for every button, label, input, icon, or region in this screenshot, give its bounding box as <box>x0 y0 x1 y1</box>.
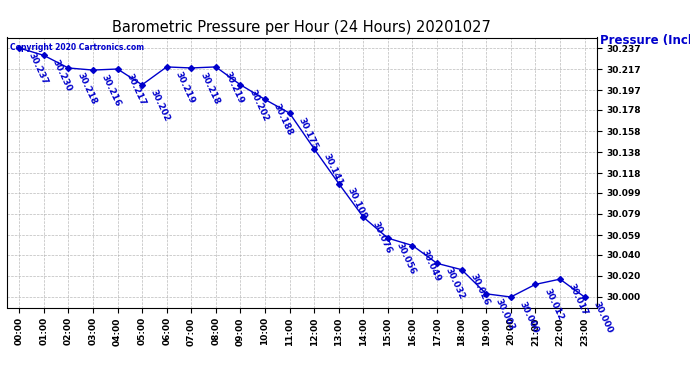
Text: Copyright 2020 Cartronics.com: Copyright 2020 Cartronics.com <box>10 43 144 52</box>
Title: Barometric Pressure per Hour (24 Hours) 20201027: Barometric Pressure per Hour (24 Hours) … <box>112 20 491 35</box>
Text: Pressure (Inches/Hg): Pressure (Inches/Hg) <box>600 34 690 47</box>
Text: 30.218: 30.218 <box>198 71 221 106</box>
Text: 30.188: 30.188 <box>272 102 295 137</box>
Text: 30.217: 30.217 <box>124 72 147 107</box>
Text: 30.049: 30.049 <box>420 248 442 284</box>
Text: 30.056: 30.056 <box>395 241 417 276</box>
Text: 30.000: 30.000 <box>591 300 614 334</box>
Text: 30.219: 30.219 <box>223 70 246 105</box>
Text: 30.219: 30.219 <box>174 70 197 105</box>
Text: 30.230: 30.230 <box>51 58 73 93</box>
Text: 30.108: 30.108 <box>346 186 368 221</box>
Text: 30.202: 30.202 <box>248 87 270 123</box>
Text: 30.141: 30.141 <box>321 152 344 187</box>
Text: 30.000: 30.000 <box>518 300 540 334</box>
Text: 30.017: 30.017 <box>567 282 590 317</box>
Text: 30.237: 30.237 <box>26 51 49 86</box>
Text: 30.003: 30.003 <box>493 297 516 332</box>
Text: 30.216: 30.216 <box>100 73 123 108</box>
Text: 30.026: 30.026 <box>469 273 491 308</box>
Text: 30.202: 30.202 <box>149 87 172 123</box>
Text: 30.218: 30.218 <box>75 71 98 106</box>
Text: 30.012: 30.012 <box>542 287 565 322</box>
Text: 30.175: 30.175 <box>297 116 319 151</box>
Text: 30.076: 30.076 <box>371 220 393 255</box>
Text: 30.032: 30.032 <box>444 266 466 301</box>
